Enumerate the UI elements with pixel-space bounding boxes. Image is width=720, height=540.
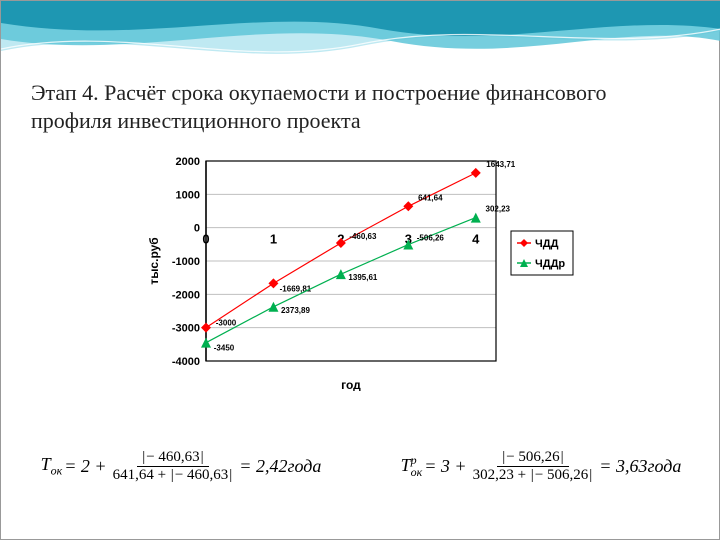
svg-text:1000: 1000	[176, 189, 200, 201]
svg-text:-506,26: -506,26	[417, 234, 445, 243]
payback-formula-simple: Tок = 2 + |− 460,63| 641,64 + |− 460,63|…	[41, 449, 322, 485]
financial-profile-chart: -4000-3000-2000-100001000200001234-3000-…	[136, 151, 586, 391]
svg-text:год: год	[341, 378, 361, 391]
svg-text:-1000: -1000	[172, 256, 200, 268]
svg-text:0: 0	[194, 223, 200, 235]
svg-text:1395,61: 1395,61	[348, 273, 377, 282]
svg-text:-2000: -2000	[172, 289, 200, 301]
svg-text:ЧДДр: ЧДДр	[535, 258, 565, 270]
svg-text:2000: 2000	[176, 156, 200, 168]
svg-text:-460,63: -460,63	[349, 232, 377, 241]
svg-text:ЧДД: ЧДД	[535, 238, 559, 250]
decorative-wave	[1, 1, 720, 86]
svg-text:4: 4	[472, 232, 480, 247]
svg-text:1: 1	[270, 232, 277, 247]
svg-text:-3000: -3000	[216, 319, 237, 328]
formulas-row: Tок = 2 + |− 460,63| 641,64 + |− 460,63|…	[1, 449, 720, 485]
svg-text:-3000: -3000	[172, 323, 200, 335]
svg-text:2373,89: 2373,89	[281, 306, 310, 315]
svg-text:тыс.руб: тыс.руб	[147, 237, 161, 284]
svg-text:641,64: 641,64	[418, 193, 443, 202]
svg-text:1643,71: 1643,71	[486, 160, 515, 169]
page-title: Этап 4. Расчёт срока окупаемости и постр…	[31, 79, 691, 134]
payback-formula-discounted: Tpок = 3 + |− 506,26| 302,23 + |− 506,26…	[401, 449, 682, 485]
svg-text:302,23: 302,23	[486, 205, 511, 214]
svg-text:-3450: -3450	[214, 344, 235, 353]
svg-text:-4000: -4000	[172, 356, 200, 368]
svg-text:-1669,81: -1669,81	[280, 284, 312, 293]
slide: Этап 4. Расчёт срока окупаемости и постр…	[0, 0, 720, 540]
